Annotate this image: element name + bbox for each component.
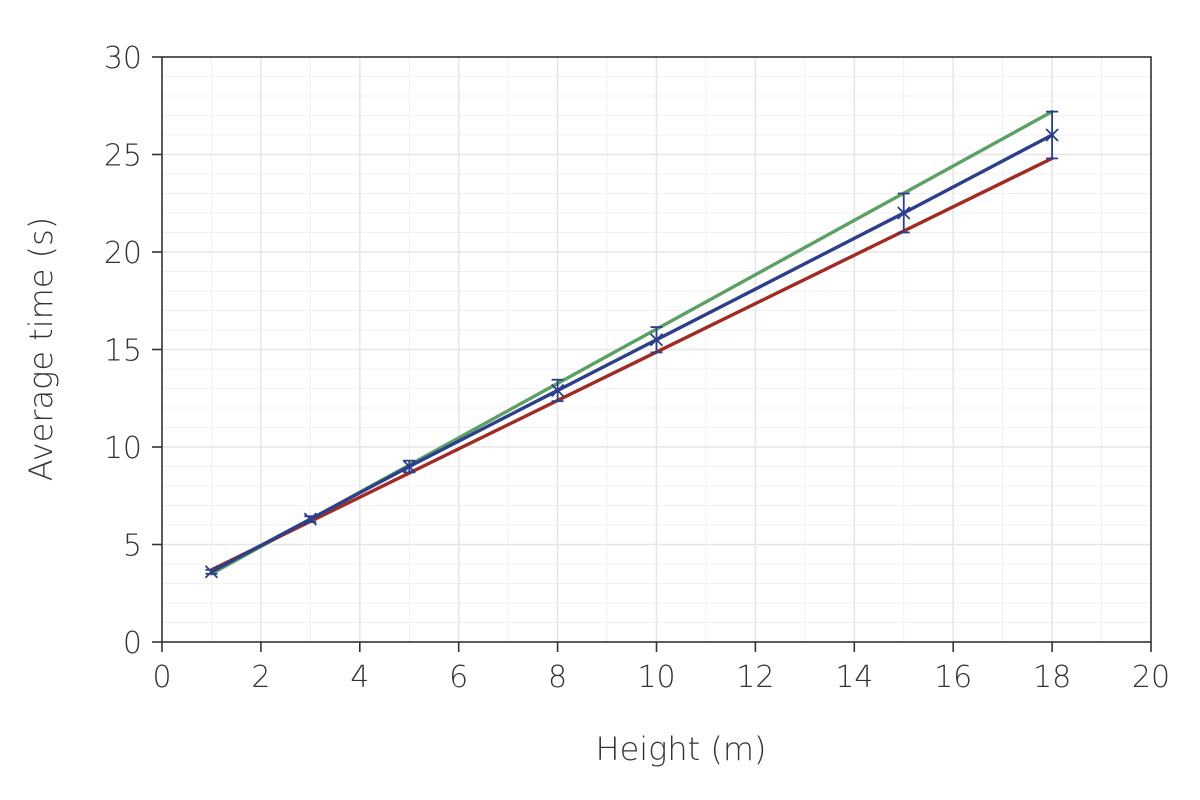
- data-point-marker: [402, 459, 416, 474]
- data-point-marker: [897, 206, 911, 220]
- marker-stroke: [204, 565, 219, 579]
- y-tick-label: 0: [123, 626, 142, 661]
- marker-stroke: [897, 206, 911, 220]
- y-tick-label: 25: [104, 139, 142, 174]
- x-tick-label: 18: [1033, 660, 1071, 695]
- x-tick-label: 6: [449, 660, 468, 695]
- data-point-marker: [550, 383, 565, 398]
- marker-stroke: [1045, 128, 1059, 142]
- x-tick-label: 10: [637, 660, 675, 695]
- y-tick-label: 30: [104, 41, 142, 76]
- axis-ticks: 0 2 4 6 8 10 12 14 16 18 20 0 5 10 15 20 25 30: [104, 41, 1170, 695]
- y-axis-title: Average time (s): [22, 217, 60, 482]
- x-axis-title: Height (m): [596, 730, 767, 768]
- data-point-marker: [1045, 128, 1059, 142]
- marker-stroke: [550, 383, 565, 398]
- y-tick-label: 5: [123, 529, 142, 564]
- data-point-marker: [649, 333, 664, 347]
- y-tick-label: 15: [104, 334, 142, 369]
- x-tick-label: 0: [152, 660, 171, 695]
- series-line-1: [209, 156, 1054, 572]
- series-line-2: [209, 133, 1054, 574]
- x-tick-label: 14: [835, 660, 873, 695]
- series-layer: [204, 109, 1059, 579]
- x-tick-label: 16: [934, 660, 972, 695]
- x-tick-label: 2: [251, 660, 270, 695]
- data-point-marker: [303, 512, 317, 526]
- x-tick-label: 8: [548, 660, 567, 695]
- marker-stroke: [649, 333, 664, 347]
- y-tick-label: 20: [104, 236, 142, 271]
- marker-stroke: [402, 459, 416, 474]
- x-tick-label: 12: [736, 660, 774, 695]
- data-point-marker: [204, 565, 219, 579]
- x-tick-label: 4: [350, 660, 369, 695]
- y-tick-label: 10: [104, 431, 142, 466]
- x-tick-label: 20: [1132, 660, 1170, 695]
- grid: [162, 57, 1151, 642]
- marker-stroke: [303, 512, 317, 526]
